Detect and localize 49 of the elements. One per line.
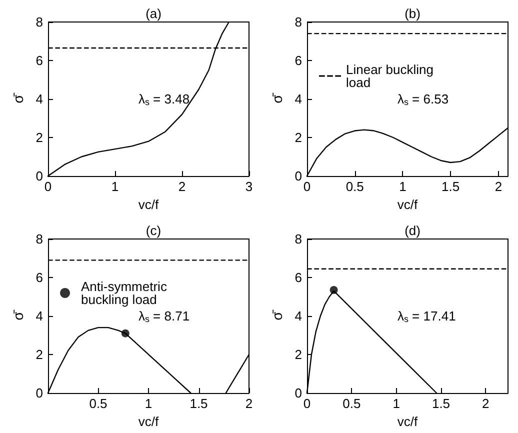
x-tick-label: 1.5 — [190, 396, 208, 410]
x-tick-label: 0.5 — [346, 179, 364, 194]
y-tick-label: 2 — [36, 346, 43, 362]
x-tick-label: 1 — [111, 179, 119, 194]
y-tick-label: 4 — [294, 308, 302, 323]
legend-label: Anti-symmetric buckling load — [81, 278, 171, 306]
y-axis-title: σ̄ — [10, 92, 26, 104]
y-tick-label: 4 — [294, 92, 302, 106]
y-tick-label: 2 — [294, 130, 302, 145]
y-tick-label: 8 — [36, 231, 43, 246]
chart-title: (b) — [404, 6, 420, 21]
y-tick-label: 8 — [294, 231, 302, 246]
x-axis-title: vc/f — [138, 196, 159, 212]
y-tick-label: 0 — [36, 168, 43, 184]
chart-title: (c) — [146, 222, 162, 238]
y-tick-label: 4 — [36, 92, 43, 106]
x-tick-label: 2 — [494, 179, 502, 194]
x-tick-label: 2 — [178, 179, 186, 194]
x-tick-label: 3 — [245, 179, 253, 194]
y-axis-title: σ̄ — [10, 309, 26, 320]
y-tick-label: 4 — [36, 308, 43, 323]
x-tick-label: 1.5 — [432, 396, 450, 410]
y-tick-label: 0 — [36, 385, 43, 400]
x-tick-label: 1 — [144, 396, 152, 410]
y-tick-label: 6 — [36, 53, 43, 68]
x-axis-title: vc/f — [138, 413, 159, 428]
y-tick-label: 0 — [294, 385, 302, 400]
x-tick-label: 2 — [482, 396, 490, 410]
x-tick-label: 1 — [399, 179, 406, 194]
x-axis-title: vc/f — [397, 413, 418, 428]
chart-title: (d) — [404, 222, 420, 238]
x-tick-label: 1.5 — [442, 179, 460, 194]
y-axis-title: σ̄ — [268, 309, 285, 320]
y-axis-title: σ̄ — [268, 92, 285, 104]
x-tick-label: 2 — [245, 396, 253, 410]
x-tick-label: 0.5 — [342, 396, 361, 410]
x-tick-label: 0.5 — [89, 396, 108, 410]
y-tick-label: 8 — [36, 14, 43, 30]
y-tick-label: 2 — [36, 130, 43, 145]
y-tick-label: 0 — [294, 168, 302, 184]
x-axis-title: vc/f — [397, 196, 418, 212]
y-tick-label: 2 — [294, 346, 302, 362]
x-tick-label: 1 — [392, 396, 400, 410]
y-tick-label: 6 — [36, 270, 43, 284]
y-tick-label: 8 — [294, 14, 302, 30]
y-tick-label: 6 — [294, 53, 302, 68]
y-tick-label: 6 — [294, 270, 302, 284]
chart-title: (a) — [146, 6, 162, 21]
legend-label: Linear buckling load — [346, 62, 438, 90]
